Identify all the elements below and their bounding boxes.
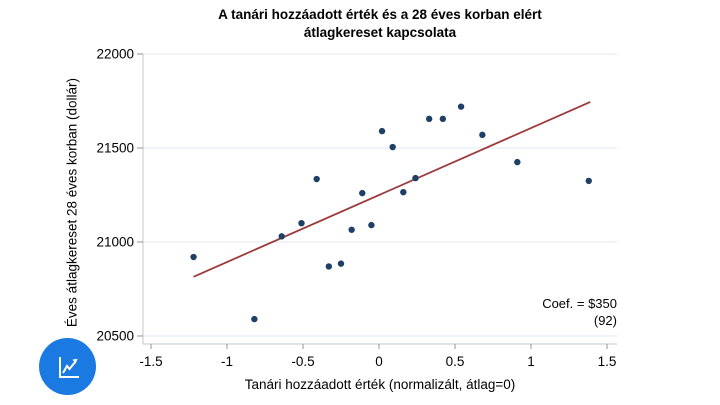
data-point (378, 127, 386, 135)
x-tick-label: -1.5 (139, 354, 162, 369)
data-point (337, 260, 345, 267)
data-point (479, 131, 486, 139)
x-tick-label: 0 (375, 354, 383, 369)
data-point (359, 189, 366, 197)
data-point (514, 158, 521, 166)
coefficient-se: (92) (593, 313, 617, 328)
data-point (457, 103, 465, 110)
data-point (190, 253, 197, 261)
y-tick-label: 21000 (96, 235, 134, 250)
x-axis-label: Tanári hozzáadott érték (normalizált, át… (244, 377, 516, 392)
data-point (425, 115, 433, 123)
data-point (368, 221, 375, 229)
data-point (400, 188, 407, 196)
chart-title-line1: A tanári hozzáadott érték és a 28 éves k… (218, 7, 542, 22)
data-point (389, 143, 396, 151)
x-tick-label: -1 (221, 354, 233, 369)
coefficient-annotation: Coef. = $350 (92) (542, 295, 617, 329)
data-point (251, 315, 258, 323)
x-tick-label: 1.5 (598, 354, 617, 369)
y-tick-label: 22000 (96, 47, 134, 62)
y-tick-label: 20500 (96, 329, 134, 344)
x-tick-label: 0.5 (446, 354, 465, 369)
chart-title: A tanári hozzáadott érték és a 28 éves k… (143, 6, 617, 42)
data-point (585, 177, 592, 185)
data-point (325, 263, 333, 270)
data-point (313, 175, 320, 183)
data-point (412, 174, 419, 182)
trend-line (193, 101, 591, 278)
y-tick-label: 21500 (96, 141, 134, 156)
logo-badge (39, 338, 96, 395)
chart-title-line2: átlagkereset kapcsolata (303, 25, 457, 40)
data-point (439, 115, 447, 123)
x-tick-label: 1 (527, 354, 535, 369)
coefficient-value: Coef. = $350 (542, 296, 617, 311)
line-chart-icon (58, 356, 79, 378)
data-point (298, 220, 305, 227)
x-tick-label: -0.5 (291, 354, 314, 369)
data-point (348, 226, 355, 233)
data-point (278, 233, 285, 240)
